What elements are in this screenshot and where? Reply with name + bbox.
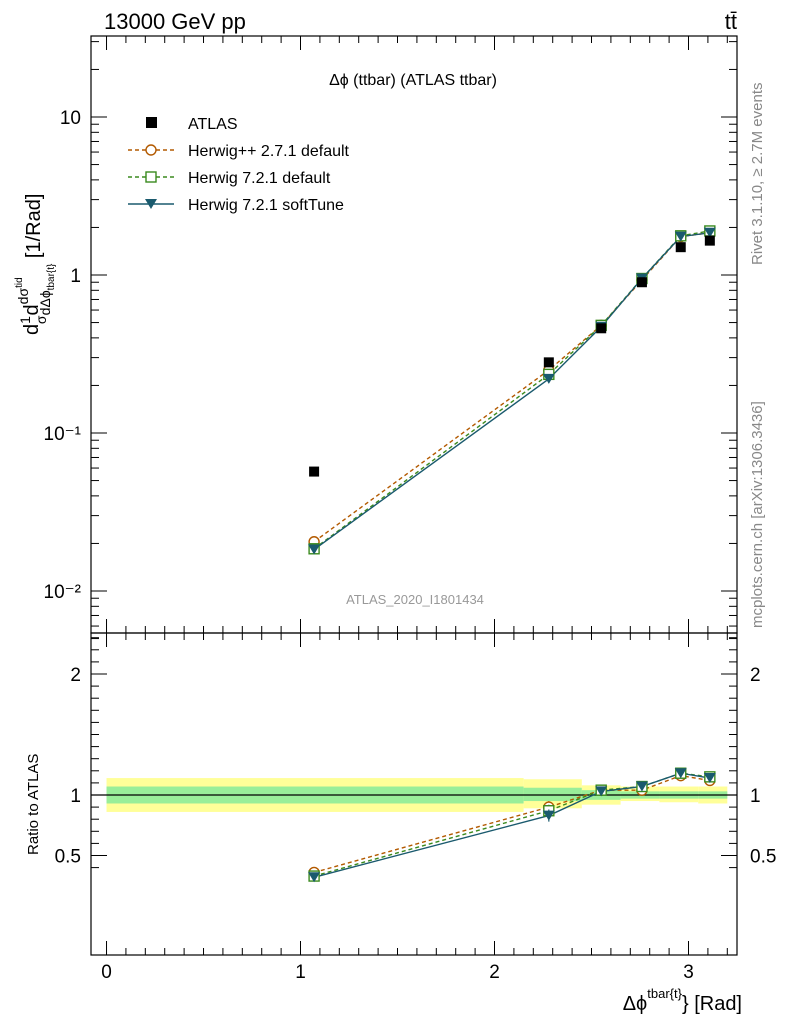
watermark: ATLAS_2020_I1801434 [346, 592, 484, 607]
main-ytick-label: 10⁻¹ [44, 424, 82, 445]
data-point-atlas [675, 242, 686, 253]
header-left: 13000 GeV pp [104, 9, 246, 34]
main-series-line-0 [313, 232, 710, 543]
main-series-line-2 [313, 232, 710, 551]
legend-label-series-2: Herwig 7.2.1 softTune [188, 197, 344, 214]
ratio-point-series-2 [542, 810, 555, 821]
ratio-point-series-2 [674, 768, 687, 779]
ratio-point-series-2 [308, 872, 321, 883]
ratio-ytick-label-right: 2 [750, 665, 761, 686]
rivet-label: Rivet 3.1.10, ≥ 2.7M events [749, 83, 766, 266]
data-point-atlas [636, 277, 647, 288]
ratio-point-series-2 [595, 786, 608, 797]
main-title: Δϕ (ttbar) (ATLAS ttbar) [329, 72, 497, 89]
main-point-series-2 [542, 373, 555, 384]
main-point-series-2 [703, 227, 716, 238]
main-ytick-label: 10⁻² [44, 582, 82, 603]
legend-label-series-0: Herwig++ 2.7.1 default [188, 143, 350, 160]
data-point-atlas [543, 357, 554, 368]
main-panel: 10 1 10⁻¹ 10⁻² Δϕ (ttbar) (ATLAS ttbar) ATL… [14, 35, 738, 640]
ratio-ylabel: Ratio to ATLAS [25, 754, 42, 855]
x-tick-label: 2 [489, 962, 500, 983]
main-ytick-label: 1 [70, 266, 81, 287]
ratio-ytick-label-right: 1 [750, 786, 761, 807]
legend: ATLAS Herwig++ 2.7.1 default Herwig 7.2.… [128, 116, 350, 214]
x-tick-label: 3 [683, 962, 694, 983]
ratio-ytick-label: 0.5 [55, 847, 81, 868]
ratio-ytick-label-right: 0.5 [750, 847, 776, 868]
main-series-line-1 [313, 230, 710, 550]
legend-marker-atlas [146, 117, 157, 128]
ratio-panel: 0 1 2 3 2 2 1 1 0.5 0.5 Ratio to ATLAS Δϕtbar{t}}… [25, 632, 776, 1015]
ratio-point-series-2 [703, 773, 716, 784]
x-tick-label: 1 [295, 962, 306, 983]
legend-marker-series-2 [145, 199, 157, 209]
ratio-frame [90, 632, 738, 956]
ratio-ytick-label: 2 [70, 665, 81, 686]
data-point-atlas [309, 466, 320, 477]
ratio-band-green [523, 787, 582, 802]
mcplots-label: mcplots.cern.ch [arXiv:1306.3436] [749, 401, 766, 628]
legend-marker-series-1 [145, 171, 157, 183]
legend-marker-series-0 [145, 144, 157, 156]
legend-label-series-1: Herwig 7.2.1 default [188, 170, 331, 187]
ratio-ytick-label: 1 [70, 786, 81, 807]
header-right: tt̄ [725, 9, 737, 34]
svg-text:d1σddσtiddΔϕtbar{t} [1/Rad]: d1σddσtiddΔϕtbar{t} [1/Rad] [14, 194, 57, 335]
ratio-point-series-2 [635, 781, 648, 792]
main-point-series-2 [308, 544, 321, 555]
x-tick-label: 0 [101, 962, 112, 983]
main-ytick-label: 10 [60, 108, 81, 129]
data-point-atlas [704, 235, 715, 246]
x-axis-label: Δϕtbar{t}} [Rad] [623, 986, 742, 1015]
main-point-series-2 [674, 231, 687, 242]
legend-label-atlas: ATLAS [188, 116, 238, 133]
data-point-atlas [596, 323, 607, 334]
main-ylabel: d1σddσtiddΔϕtbar{t} [1/Rad] [14, 194, 57, 335]
